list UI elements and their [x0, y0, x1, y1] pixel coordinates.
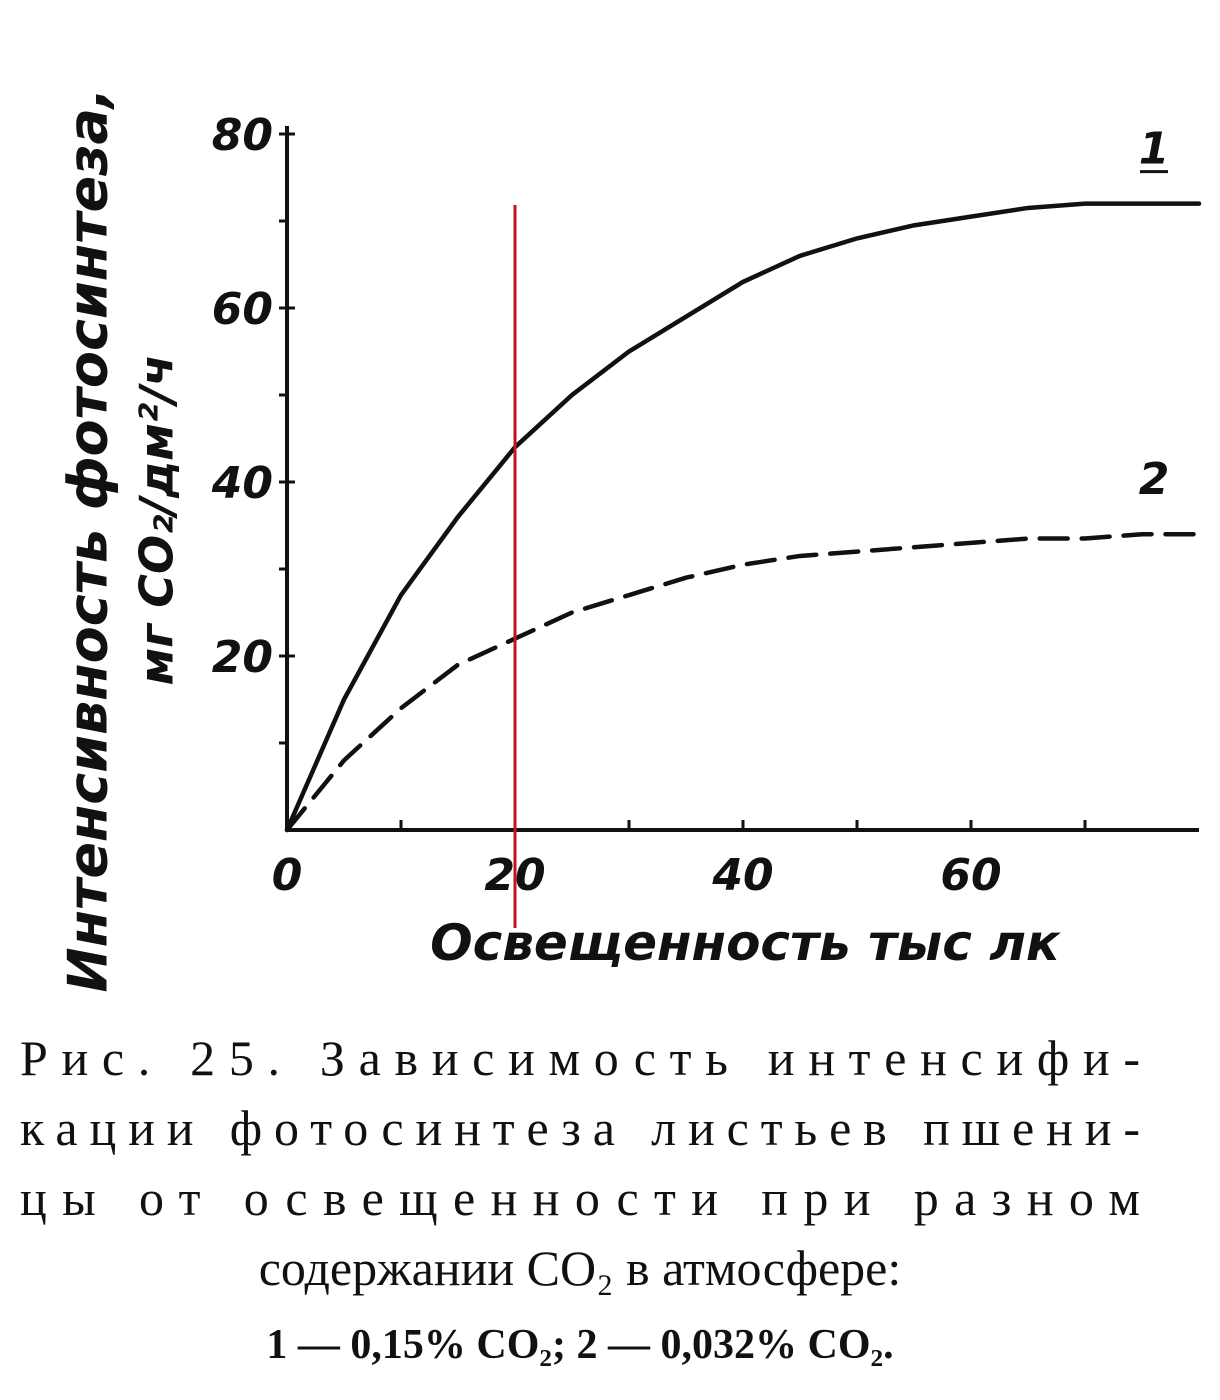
series-line [284, 201, 1202, 833]
y-tick-label: 40 [211, 458, 273, 509]
x-tick-label: 0 [272, 850, 303, 901]
y-label-units: мг CO₂/дм²/ч [130, 355, 184, 686]
caption-line: Рис. 25. Зависимость интенсифи- [20, 1030, 1140, 1086]
x-tick-label: 40 [711, 850, 773, 901]
y-tick-label: 60 [212, 284, 273, 335]
y-tick-label: 20 [212, 632, 273, 683]
x-label: Освещенность тыс лк [430, 914, 1061, 972]
y-label: Интенсивность фотосинтеза, [57, 88, 120, 993]
caption-line: содержании CO₂ в атмосфере: [259, 1240, 902, 1296]
y-label-group: Интенсивность фотосинтеза, [57, 88, 120, 993]
series-line [284, 531, 1202, 833]
y-tick-label: 80 [212, 110, 273, 161]
caption-line: кации фотосинтеза листьев пшени- [20, 1100, 1140, 1156]
x-tick-label: 60 [940, 850, 1001, 901]
caption-line: 1 — 0,15% CO₂; 2 — 0,032% CO₂. [266, 1322, 893, 1368]
y-label-group: мг CO₂/дм²/ч [130, 355, 184, 686]
series-label: 1 [1139, 124, 1170, 175]
series-label: 2 [1139, 454, 1170, 505]
caption-line: цы от освещенности при разном [20, 1170, 1140, 1226]
